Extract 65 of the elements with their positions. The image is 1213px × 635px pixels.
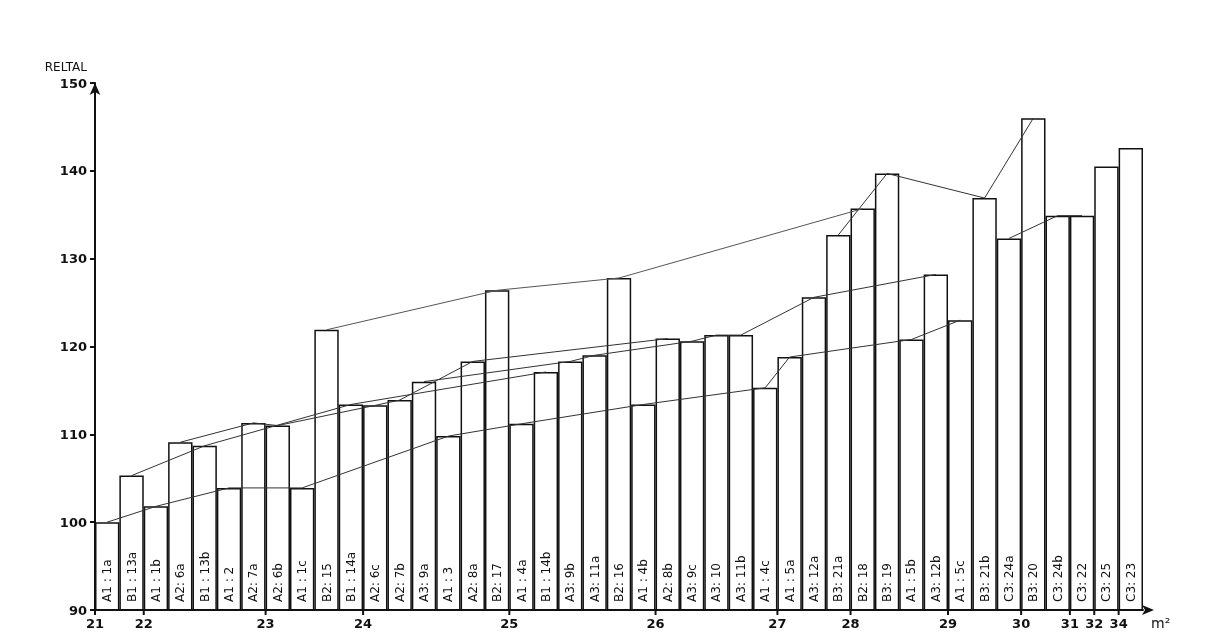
y-axis-title: RELTAL [44, 60, 88, 74]
annotation: 28 [841, 616, 860, 631]
x-tick-label: A3: 9a [417, 563, 432, 602]
x-tick-label: B1 : 13a [124, 551, 139, 602]
x-tick-label: A2: 6b [270, 563, 285, 602]
annotation: 29 [938, 616, 958, 631]
x-tick-label: A3: 12b [928, 555, 943, 602]
y-tick-label: 120 [59, 339, 87, 354]
x-tick-label: A1 : 2 [222, 566, 237, 602]
x-tick-label: A1 : 1b [148, 559, 163, 602]
x-tick-label: A1 : 5a [782, 559, 797, 602]
y-tick-label: 140 [59, 163, 87, 179]
annotation: 25 [500, 616, 519, 631]
x-tick-label: A1 : 5c [953, 560, 968, 602]
x-tick-label: B3: 21a [831, 555, 846, 602]
annotation: 34 [1109, 616, 1128, 631]
x-tick-label: A3: 9c [685, 564, 700, 602]
x-axis-title: m² [1151, 615, 1171, 631]
x-tick-label: C3: 22 [1075, 562, 1090, 602]
x-tick-label: A3: 9b [563, 563, 578, 602]
x-tick-label: B2: 15 [319, 563, 334, 602]
annotation: 21 [85, 616, 105, 631]
x-tick-label: A2: 7b [392, 563, 407, 602]
x-tick-label: A3: 11a [587, 555, 602, 602]
x-tick-label: A2: 8a [465, 563, 480, 602]
y-tick-label: 110 [59, 426, 87, 442]
x-tick-label: C3: 24b [1050, 555, 1065, 602]
x-tick-label: B2: 16 [612, 563, 626, 602]
x-tick-label: A3: 10 [709, 563, 724, 602]
x-tick-label: A2: 6a [173, 563, 188, 602]
annotation: 23 [256, 616, 275, 631]
x-tick-label: A1 : 3 [441, 566, 456, 602]
x-tick-label: B1 : 14b [538, 551, 553, 602]
x-tick-label: A1 : 1a [100, 559, 115, 602]
y-tick-label: 100 [59, 514, 87, 530]
x-tick-label: A1 : 4a [514, 559, 529, 602]
annotation: 27 [768, 616, 787, 631]
annotation: 26 [646, 616, 665, 631]
x-tick-label: A1 : 5b [904, 559, 919, 602]
annotation: 30 [1012, 616, 1031, 631]
x-tick-label: B3: 20 [1026, 563, 1041, 602]
x-tick-label: A3: 11b [733, 555, 748, 602]
x-tick-label: B3: 19 [880, 563, 895, 602]
x-tick-label: A2: 7a [246, 563, 261, 602]
y-tick-label: 130 [59, 251, 87, 267]
annotation: 32 [1085, 616, 1104, 631]
x-tick-label: B1 : 14a [343, 551, 358, 602]
x-tick-label: B3: 21b [977, 555, 992, 602]
x-tick-label: B1 : 13b [197, 551, 212, 602]
x-tick-label: A2: 8b [660, 563, 675, 602]
annotation: 24 [354, 616, 373, 631]
x-tick-label: A1 : 4b [636, 559, 651, 602]
y-tick-label: 90 [68, 602, 87, 618]
x-tick-label: C3: 25 [1099, 562, 1114, 602]
x-tick-label: C3: 23 [1123, 562, 1138, 602]
x-tick-label: A1 : 4c [758, 560, 773, 602]
annotation: 31 [1060, 616, 1079, 631]
x-tick-label: B2: 18 [855, 563, 870, 602]
x-tick-label: C3: 24a [1001, 555, 1016, 602]
x-tick-label: B2: 17 [490, 563, 505, 602]
x-tick-label: A2: 6c [368, 564, 383, 602]
x-tick-label: A3: 12a [806, 555, 821, 602]
annotation: 22 [134, 616, 153, 631]
y-tick-label: 150 [59, 75, 87, 91]
x-tick-label: A1 : 1c [295, 560, 310, 602]
